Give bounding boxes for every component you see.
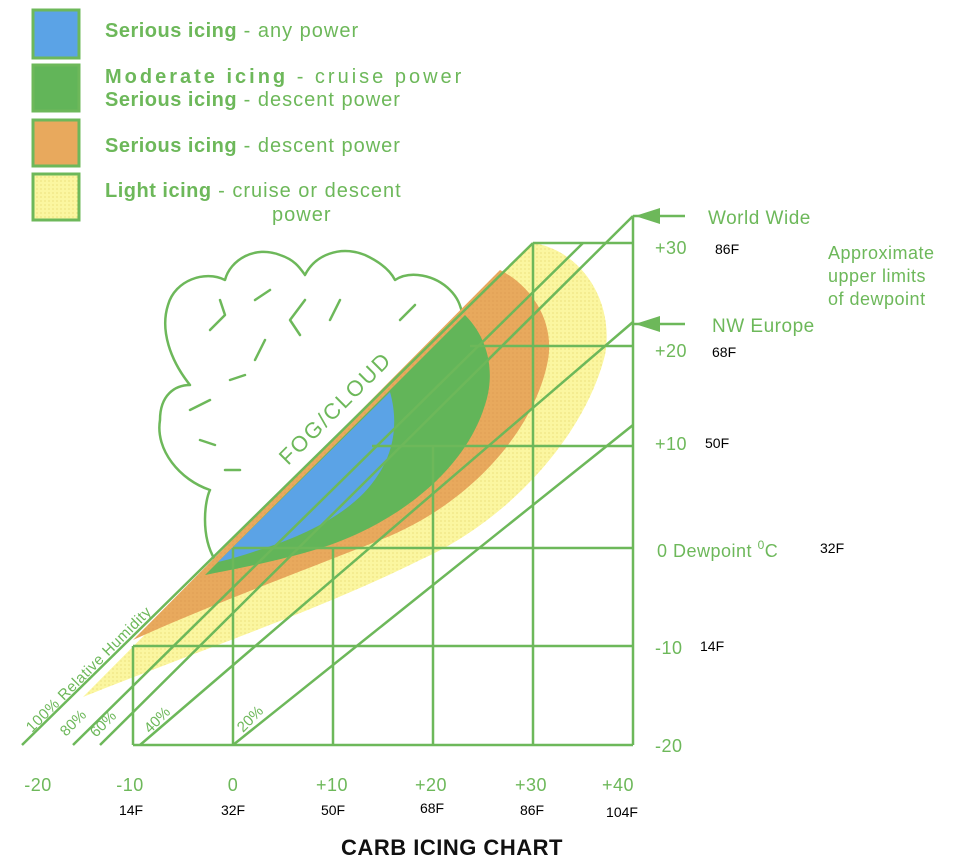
y-tick-30: +30 [655,238,687,258]
x-tick-20: +20 [415,775,447,795]
world-wide-arrow-icon [635,208,660,224]
nw-europe-arrow-icon [635,316,660,332]
x-f-86: 86F [520,802,544,818]
approx-line-2: upper limits [828,266,926,286]
y-axis-labels: +30 +20 +10 0 Dewpoint 0C -10 -20 86F 68… [655,238,844,756]
x-tick-0: 0 [228,775,239,795]
x-f-68: 68F [420,800,444,816]
legend-swatch-blue [31,8,81,60]
limit-nw-europe: NW Europe [712,316,815,337]
x-tick-10: +10 [316,775,348,795]
x-f-50: 50F [321,802,345,818]
x-tick-40: +40 [602,775,634,795]
x-tick-30: +30 [515,775,547,795]
y-f-32: 32F [820,540,844,556]
x-f-14: 14F [119,802,143,818]
y-f-86: 86F [715,241,739,257]
approx-line-1: Approximate [828,243,935,263]
y-f-50: 50F [705,435,729,451]
dewpoint-limits: World Wide NW Europe Approximate upper l… [633,208,935,337]
cloud-illustration [158,249,464,562]
y-f-14: 14F [700,638,724,654]
y-tick-20: +20 [655,341,687,361]
chart-title: CARB ICING CHART [341,835,563,860]
legend-swatch-orange [31,118,81,168]
limit-world-wide: World Wide [708,208,811,229]
icing-regions [83,243,607,697]
legend: Serious icing - any power Moderate icing… [31,8,464,226]
approx-line-3: of dewpoint [828,289,926,309]
y-tick-minus20: -20 [655,736,683,756]
humidity-60-label: 60% [87,708,120,741]
legend-2-label: Moderate icing - cruise power [105,66,464,88]
legend-swatch-green [31,63,81,113]
x-tick-minus10: -10 [116,775,144,795]
x-f-32: 32F [221,802,245,818]
y-tick-10: +10 [655,434,687,454]
chart-grid [21,215,635,747]
legend-4b-label: power [272,204,331,226]
y-f-68: 68F [712,344,736,360]
x-f-104: 104F [606,804,638,820]
legend-3-label: Serious icing - descent power [105,135,401,157]
x-tick-minus20: -20 [24,775,52,795]
x-axis-labels: -20 -10 0 +10 +20 +30 +40 14F 32F 50F 68… [24,775,638,820]
humidity-40-label: 40% [141,704,174,737]
y-tick-0: 0 Dewpoint 0C [657,538,778,561]
legend-swatch-yellow [31,172,81,222]
legend-2b-label: Serious icing - descent power [105,89,401,111]
y-tick-minus10: -10 [655,638,683,658]
legend-4-label: Light icing - cruise or descent [105,180,402,202]
region-serious-any [218,392,395,562]
legend-1-label: Serious icing - any power [105,20,359,42]
humidity-20-label: 20% [234,703,267,736]
